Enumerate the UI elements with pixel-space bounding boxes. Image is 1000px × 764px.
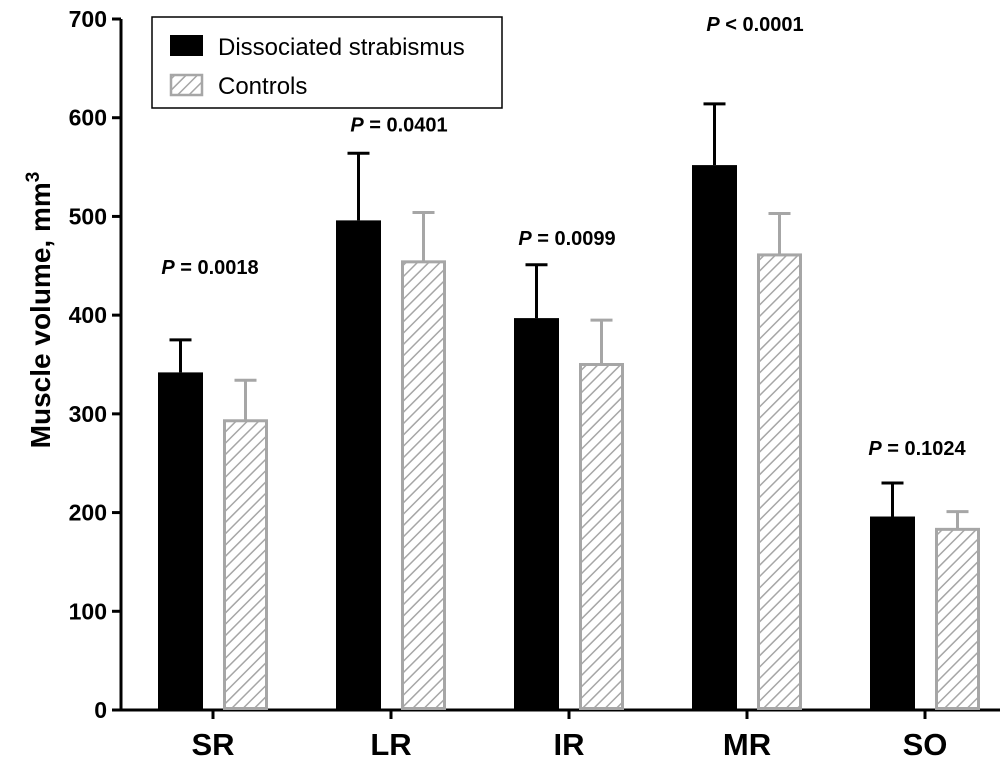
p-value-symbol: P [868,438,882,460]
x-tick-label-so: SO [903,727,948,762]
bar-controls-ir [579,363,624,710]
y-tick-label-0: 0 [94,697,107,723]
bar-controls-so [935,527,980,710]
y-axis-title: Muscle volume, mm3 [23,172,56,449]
y-tick-label-200: 200 [69,500,107,526]
svg-text:Muscle volume, mm3: Muscle volume, mm3 [23,172,56,449]
x-tick-label-sr: SR [191,727,234,762]
x-tick-label-ir: IR [554,727,585,762]
bar-controls-mr [757,253,802,710]
legend-swatch-controls [169,73,204,97]
bar-dissociated-strabismus-so [870,516,915,710]
y-tick-label-100: 100 [69,598,107,624]
p-value-annotation-lr: P = 0.0401 [350,114,447,136]
legend-label-controls: Controls [218,73,307,100]
bar-dissociated-strabismus-lr [336,220,381,710]
y-axis-label-superscript: 3 [23,172,44,183]
y-tick-label-700: 700 [69,6,107,32]
x-tick-label-mr: MR [723,727,771,762]
legend-swatch-dissociated-strabismus [170,35,203,56]
legend: Dissociated strabismus Controls [151,16,503,109]
x-tick-label-lr: LR [370,727,411,762]
plot-area: 0 100 200 300 400 500 600 700 SR LR IR MR SO P = 0.00… [69,6,1000,762]
y-tick-label-300: 300 [69,401,107,427]
legend-box [151,16,503,109]
legend-label-dissociated-strabismus: Dissociated strabismus [218,34,465,61]
p-value-symbol: P [706,14,720,36]
bar-dissociated-strabismus-sr [158,372,203,710]
p-value-text: = 0.1024 [882,438,967,460]
p-value-annotation-mr: P < 0.0001 [706,14,803,36]
y-tick-label-600: 600 [69,105,107,131]
y-axis-label: Muscle volume, mm [25,182,56,448]
p-value-annotation-ir: P = 0.0099 [518,228,615,250]
p-value-symbol: P [350,114,364,136]
y-tick-label-500: 500 [69,203,107,229]
bar-dissociated-strabismus-mr [692,165,737,710]
p-value-symbol: P [518,228,532,250]
bar-controls-lr [401,260,446,710]
p-value-annotation-so: P = 0.1024 [868,438,966,460]
p-value-text: = 0.0401 [364,114,448,136]
bar-dissociated-strabismus-ir [514,318,559,710]
p-value-text: < 0.0001 [720,14,804,36]
bar-controls-sr [223,419,268,710]
y-tick-label-400: 400 [69,302,107,328]
p-value-annotation-sr: P = 0.0018 [161,257,258,279]
p-value-symbol: P [161,257,175,279]
p-value-text: = 0.0018 [175,257,259,279]
p-value-text: = 0.0099 [532,228,616,250]
